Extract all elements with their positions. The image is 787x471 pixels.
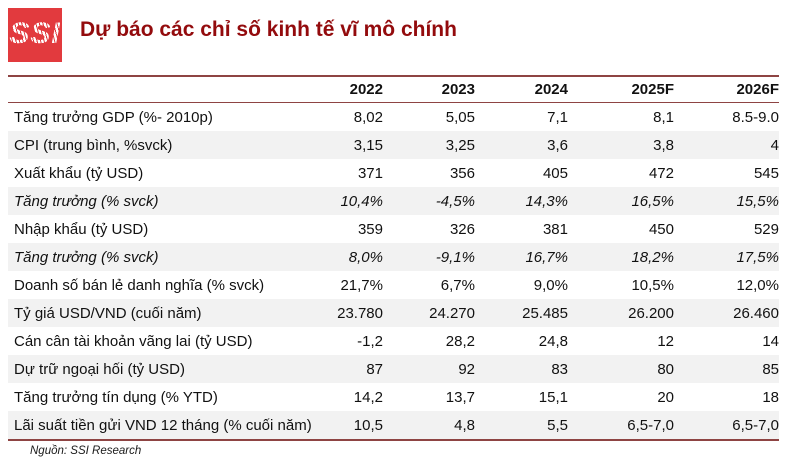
cell-value: 356 bbox=[449, 164, 475, 182]
cell-value: -1,2 bbox=[357, 332, 383, 350]
cell-value: 8.5-9.0 bbox=[732, 108, 779, 126]
cell-value: 381 bbox=[542, 220, 568, 238]
column-header-year: 2023 bbox=[383, 76, 475, 103]
cell-value: 10,5% bbox=[631, 276, 674, 294]
table-row: Nhập khẩu (tỷ USD) 359 326 381 450 529 bbox=[8, 215, 779, 243]
table-row: Lãi suất tiền gửi VND 12 tháng (% cuối n… bbox=[8, 411, 779, 441]
table-row: Cán cân tài khoản vãng lai (tỷ USD) -1,2 2… bbox=[8, 327, 779, 355]
cell-value: 26.460 bbox=[733, 304, 779, 322]
cell-value: 3,25 bbox=[445, 136, 475, 154]
cell-value: 5,5 bbox=[475, 411, 568, 441]
row-label: Xuất khẩu (tỷ USD) bbox=[14, 164, 144, 182]
cell-value: 14,3% bbox=[525, 192, 568, 210]
cell-value: 3,8 bbox=[653, 136, 674, 154]
cell-value: 6,5-7,0 bbox=[568, 411, 674, 441]
cell-value: 450 bbox=[648, 220, 674, 238]
cell-value: 405 bbox=[542, 164, 568, 182]
cell-value: 87 bbox=[366, 360, 383, 378]
cell-value: 8,0% bbox=[348, 248, 383, 266]
cell-value: 80 bbox=[657, 360, 674, 378]
row-label: Tăng trưởng tín dụng (% YTD) bbox=[14, 388, 218, 406]
cell-value: 545 bbox=[753, 164, 779, 182]
cell-value: 14,2 bbox=[353, 388, 383, 406]
row-label: Tỷ giá USD/VND (cuối năm) bbox=[14, 304, 202, 322]
cell-value: 16,5% bbox=[631, 192, 674, 210]
cell-value: -4,5% bbox=[435, 192, 475, 210]
cell-value: 28,2 bbox=[445, 332, 475, 350]
cell-value: 12,0% bbox=[736, 276, 779, 294]
cell-value: 13,7 bbox=[445, 388, 475, 406]
row-label: Nhập khẩu (tỷ USD) bbox=[14, 220, 149, 238]
cell-value: 83 bbox=[551, 360, 568, 378]
table-row: Tỷ giá USD/VND (cuối năm) 23.780 24.270 25.… bbox=[8, 299, 779, 327]
cell-value: 18 bbox=[762, 388, 779, 406]
cell-value: 3,6 bbox=[547, 136, 568, 154]
macro-forecast-table: 2022 2023 2024 2025F 2026F Tăng trưởng GDP (… bbox=[8, 75, 779, 441]
cell-value: 24.270 bbox=[429, 304, 475, 322]
cell-value: 21,7% bbox=[340, 276, 383, 294]
ssi-logo: SSI bbox=[8, 8, 62, 62]
cell-value: 4 bbox=[770, 136, 779, 154]
table-row: Doanh số bán lẻ danh nghĩa (% svck) 21,7%… bbox=[8, 271, 779, 299]
cell-value: 371 bbox=[357, 164, 383, 182]
table-row: Xuất khẩu (tỷ USD) 371 356 405 472 545 bbox=[8, 159, 779, 187]
cell-value: -9,1% bbox=[435, 248, 475, 266]
cell-value: 14 bbox=[762, 332, 779, 350]
cell-value: 359 bbox=[357, 220, 383, 238]
cell-value: 472 bbox=[648, 164, 674, 182]
cell-value: 15,1 bbox=[538, 388, 568, 406]
cell-value: 9,0% bbox=[533, 276, 568, 294]
cell-value: 4,8 bbox=[383, 411, 475, 441]
table-row: Tăng trưởng (% svck) 8,0% -9,1% 16,7% 18,2% 1… bbox=[8, 243, 779, 271]
column-header-year: 2024 bbox=[475, 76, 568, 103]
cell-value: 10,5 bbox=[288, 411, 383, 441]
cell-value: 18,2% bbox=[631, 248, 674, 266]
cell-value: 85 bbox=[762, 360, 779, 378]
cell-value: 20 bbox=[657, 388, 674, 406]
row-label: Cán cân tài khoản vãng lai (tỷ USD) bbox=[14, 332, 253, 350]
row-label: Lãi suất tiền gửi VND 12 tháng (% cuối n… bbox=[8, 411, 312, 441]
table-row: Tăng trưởng (% svck) 10,4% -4,5% 14,3% 16,5%… bbox=[8, 187, 779, 215]
cell-value: 7,1 bbox=[547, 108, 568, 126]
cell-value: 529 bbox=[753, 220, 779, 238]
cell-value: 10,4% bbox=[340, 192, 383, 210]
cell-value: 5,05 bbox=[445, 108, 475, 126]
cell-value: 8,02 bbox=[353, 108, 383, 126]
cell-value: 3,15 bbox=[353, 136, 383, 154]
column-header-year: 2026F bbox=[674, 76, 779, 103]
cell-value: 6,7% bbox=[440, 276, 475, 294]
cell-value: 24,8 bbox=[538, 332, 568, 350]
table-header-row: 2022 2023 2024 2025F 2026F bbox=[8, 76, 779, 103]
cell-value: 16,7% bbox=[525, 248, 568, 266]
table-row: Tăng trưởng GDP (%- 2010p) 8,02 5,05 7,1 8,1… bbox=[8, 103, 779, 132]
cell-value: 326 bbox=[449, 220, 475, 238]
cell-value: 92 bbox=[458, 360, 475, 378]
table-row: Tăng trưởng tín dụng (% YTD) 14,2 13,7 15,1… bbox=[8, 383, 779, 411]
cell-value: 8,1 bbox=[653, 108, 674, 126]
ssi-logo-text: SSI bbox=[9, 17, 61, 50]
cell-value: 26.200 bbox=[628, 304, 674, 322]
cell-value: 23.780 bbox=[337, 304, 383, 322]
row-label: Tăng trưởng (% svck) bbox=[14, 248, 159, 266]
row-label: Tăng trưởng (% svck) bbox=[14, 192, 159, 210]
row-label: Dự trữ ngoại hối (tỷ USD) bbox=[14, 360, 185, 378]
page-title: Dự báo các chỉ số kinh tế vĩ mô chính bbox=[80, 18, 457, 41]
table-row: CPI (trung bình, %svck) 3,15 3,25 3,6 3,8 4 bbox=[8, 131, 779, 159]
table-row: Dự trữ ngoại hối (tỷ USD) 87 92 83 80 85 bbox=[8, 355, 779, 383]
column-header-label bbox=[8, 76, 288, 103]
cell-value: 25.485 bbox=[522, 304, 568, 322]
cell-value: 6,5-7,0 bbox=[674, 411, 779, 441]
row-label: Tăng trưởng GDP (%- 2010p) bbox=[14, 108, 213, 126]
source-note: Nguồn: SSI Research bbox=[30, 445, 142, 457]
cell-value: 12 bbox=[657, 332, 674, 350]
row-label: Doanh số bán lẻ danh nghĩa (% svck) bbox=[14, 276, 265, 294]
row-label: CPI (trung bình, %svck) bbox=[14, 136, 173, 154]
cell-value: 17,5% bbox=[736, 248, 779, 266]
column-header-year: 2022 bbox=[288, 76, 383, 103]
cell-value: 15,5% bbox=[736, 192, 779, 210]
column-header-year: 2025F bbox=[568, 76, 674, 103]
